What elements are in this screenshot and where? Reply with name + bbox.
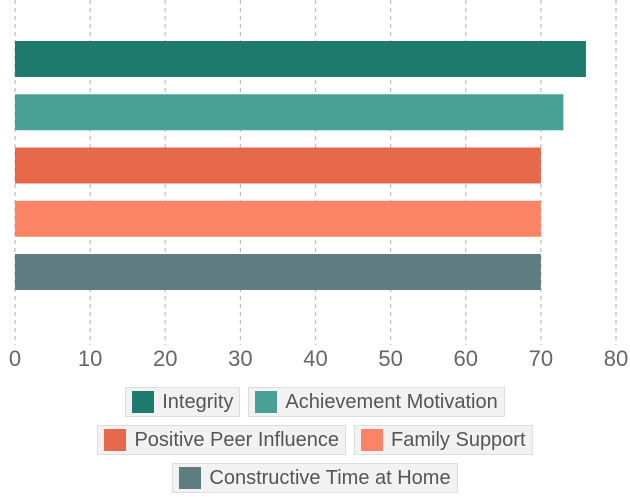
x-tick-label: 80: [604, 346, 628, 371]
x-tick-label: 20: [153, 346, 177, 371]
bar: [15, 41, 586, 77]
chart: 0 10 20 30 40 50 60 70 80: [9, 0, 628, 371]
bar: [15, 254, 541, 290]
x-tick-label: 70: [529, 346, 553, 371]
legend-item[interactable]: Achievement Motivation: [248, 387, 505, 417]
legend-label: Integrity: [162, 390, 234, 413]
legend-swatch: [132, 391, 155, 413]
legend-label: Positive Peer Influence: [134, 428, 340, 451]
legend: Integrity Achievement Motivation Positive …: [70, 387, 560, 493]
x-tick-label: 60: [454, 346, 478, 371]
bar: [15, 200, 541, 237]
legend-item[interactable]: Integrity: [125, 387, 241, 417]
legend-swatch: [255, 391, 278, 413]
legend-swatch: [179, 467, 202, 489]
bar: [15, 147, 541, 184]
legend-label: Achievement Motivation: [285, 390, 498, 413]
legend-item[interactable]: Positive Peer Influence: [97, 425, 347, 455]
legend-swatch: [104, 429, 127, 451]
x-tick-label: 50: [378, 346, 402, 371]
x-tick-label: 10: [78, 346, 102, 371]
legend-label: Constructive Time at Home: [209, 466, 451, 489]
legend-label: Family Support: [391, 428, 526, 451]
bar: [15, 94, 564, 131]
x-tick-label: 40: [303, 346, 327, 371]
legend-item[interactable]: Family Support: [354, 425, 533, 455]
x-tick-label: 0: [9, 346, 21, 371]
x-tick-label: 30: [228, 346, 252, 371]
legend-item[interactable]: Constructive Time at Home: [172, 463, 458, 493]
legend-swatch: [361, 429, 384, 451]
